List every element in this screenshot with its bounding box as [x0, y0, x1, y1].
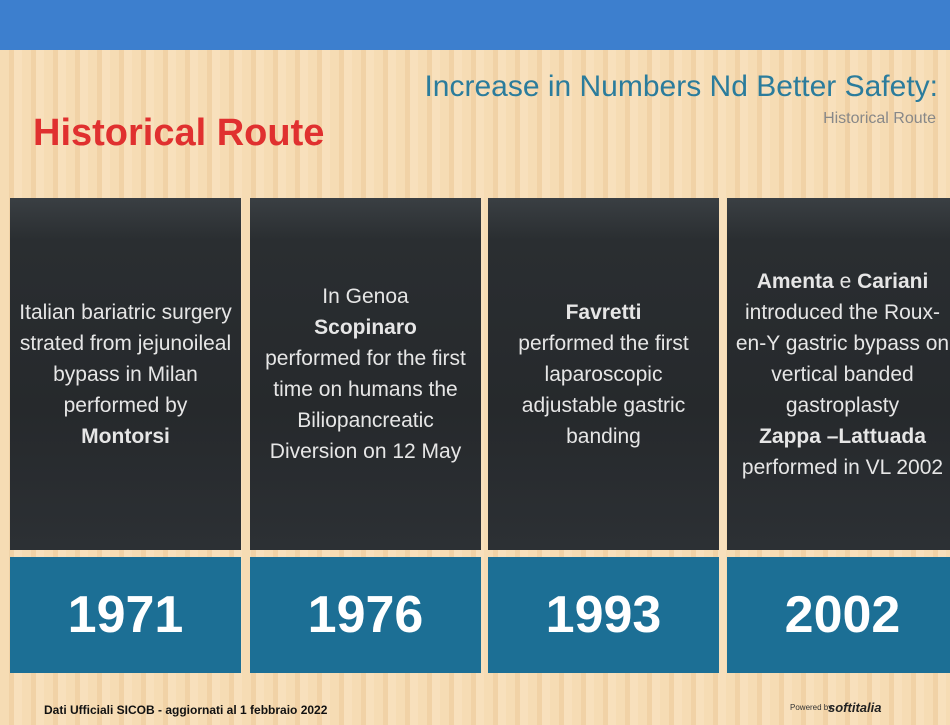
timeline-column: Favretti performed the first laparoscopic…: [488, 198, 719, 673]
text-segment: e: [833, 269, 858, 293]
text-segment: In Genoa: [322, 285, 409, 308]
description-line: performed in VL 2002: [742, 452, 943, 483]
footer-source: Dati Ufficiali SICOB - aggiornati al 1 f…: [44, 703, 328, 717]
text-segment: performed for the first time on humans t…: [265, 347, 466, 463]
event-description: Favretti performed the first laparoscopic…: [488, 198, 719, 550]
description-line: Italian bariatric surgery strated from j…: [16, 297, 235, 421]
timeline-column: Italian bariatric surgery strated from j…: [10, 198, 241, 673]
event-year: 1971: [10, 557, 241, 673]
timeline-column: Amenta e Cariani introduced the Roux-en-Y…: [727, 198, 950, 673]
event-year: 2002: [727, 557, 950, 673]
description-line: In Genoa: [322, 281, 408, 312]
text-segment: Italian bariatric surgery strated from j…: [19, 300, 232, 417]
description-line: Scopinaro: [314, 312, 417, 343]
description-line: Montorsi: [81, 421, 170, 452]
text-segment: Amenta: [756, 269, 834, 293]
event-description: Italian bariatric surgery strated from j…: [10, 198, 241, 550]
slide-heading: Historical Route: [33, 112, 325, 154]
text-segment: Zappa –Lattuada: [759, 424, 926, 448]
text-segment: performed in VL 2002: [741, 455, 944, 479]
event-description: Amenta e Cariani introduced the Roux-en-Y…: [727, 198, 950, 550]
slide-subtitle: Historical Route: [823, 110, 936, 127]
description-line: introduced the Roux-en-Y gastric bypass …: [733, 297, 950, 421]
text-segment: Montorsi: [81, 424, 170, 448]
description-line: Favretti: [566, 297, 642, 328]
text-segment: introduced the Roux-en-Y gastric bypass …: [735, 300, 950, 417]
timeline-column: In Genoa Scopinaro performed for the first…: [250, 198, 481, 673]
description-line: performed for the first time on humans t…: [256, 343, 475, 467]
text-segment: Favretti: [565, 300, 642, 324]
description-line: performed the first laparoscopic adjusta…: [494, 328, 713, 452]
slide-title: Increase in Numbers Nd Better Safety:: [424, 70, 938, 103]
timeline: Italian bariatric surgery strated from j…: [10, 198, 950, 673]
description-line: Amenta e Cariani: [757, 266, 929, 297]
powered-by: Powered by: [790, 703, 833, 712]
top-bar: [0, 0, 950, 50]
event-year: 1993: [488, 557, 719, 673]
event-year: 1976: [250, 557, 481, 673]
description-line: Zappa –Lattuada: [759, 421, 926, 452]
text-segment: Cariani: [857, 269, 929, 293]
brand-logo: softitalia: [828, 700, 882, 715]
event-description: In Genoa Scopinaro performed for the first…: [250, 198, 481, 550]
text-segment: performed the first laparoscopic adjusta…: [518, 331, 689, 448]
text-segment: Scopinaro: [314, 316, 417, 339]
